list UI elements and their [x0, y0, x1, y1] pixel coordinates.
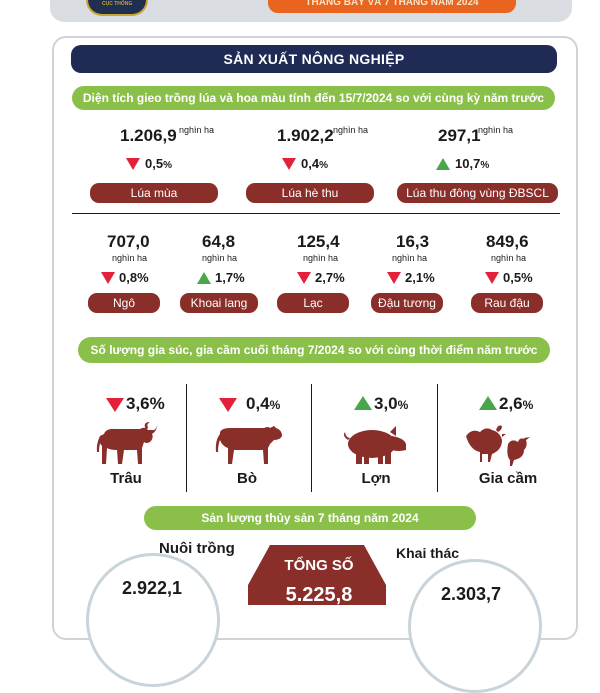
crop-label: Ngô [88, 293, 160, 313]
divider [311, 384, 312, 492]
livestock-change-value: 3,0 [374, 394, 398, 413]
livestock-label: Gia cầm [478, 470, 538, 487]
decrease-arrow-icon [297, 272, 311, 284]
divider [186, 384, 187, 492]
decrease-arrow-icon [387, 272, 401, 284]
logo-text: CỤC THỐNG [102, 1, 133, 7]
livestock-change: 3,0% [374, 394, 408, 414]
rice-value: 1.206,9 [120, 126, 177, 145]
period-banner: THÁNG BẢY VÀ 7 THÁNG NĂM 2024 [268, 0, 516, 13]
crop-value: 125,4 [297, 232, 340, 251]
rice-change-value: 10,7 [455, 156, 481, 171]
rice-heading-text: Diện tích gieo trồng lúa và hoa màu tính… [82, 91, 545, 105]
livestock-label: Bò [237, 470, 257, 487]
livestock-change: 2,6% [499, 394, 533, 414]
divider [72, 213, 560, 214]
rice-change: 0,5% [145, 156, 172, 171]
rice-change: 0,4% [301, 156, 328, 171]
crop-change: 0,5% [503, 270, 533, 285]
crop-change: 2,1% [405, 270, 435, 285]
crop-value: 64,8 [202, 232, 236, 251]
livestock-change-pct: % [149, 394, 165, 413]
rice-change-value: 0,5 [145, 156, 164, 171]
livestock-change-pct: % [522, 398, 534, 412]
livestock-heading: Số lượng gia súc, gia cầm cuối tháng 7/2… [78, 337, 550, 363]
rice-unit: nghìn ha [179, 125, 215, 135]
crop-change: 0,8% [119, 270, 149, 285]
livestock-change-value: 3,6 [126, 394, 150, 413]
rice-value: 297,1 [438, 126, 481, 145]
rice-change-pct: % [480, 160, 490, 171]
catch-circle [408, 559, 542, 693]
total-value: 5.225,8 [285, 584, 353, 606]
rice-change-pct: % [319, 160, 328, 171]
crop-label: Đậu tương [371, 293, 443, 313]
livestock-change-pct: % [269, 398, 281, 412]
livestock-label: Lợn [361, 470, 391, 487]
livestock-change-pct: % [397, 398, 409, 412]
livestock-label: Trâu [110, 470, 142, 487]
pig-icon [344, 426, 406, 464]
crop-label: Khoai lang [180, 293, 258, 313]
catch-value: 2.303,7 [440, 584, 502, 604]
rice-label: Lúa thu đông vùng ĐBSCL [397, 183, 558, 203]
rice-label: Lúa mùa [90, 183, 218, 203]
crop-value: 849,6 [486, 232, 529, 251]
fishery-heading-text: Sản lượng thủy sản 7 tháng năm 2024 [201, 511, 419, 525]
crop-unit: nghìn ha [491, 253, 527, 263]
increase-arrow-icon [354, 396, 372, 410]
rice-change: 10,7% [455, 156, 489, 171]
crop-value: 707,0 [107, 232, 150, 251]
total-badge [248, 545, 386, 605]
livestock-heading-text: Số lượng gia súc, gia cầm cuối tháng 7/2… [90, 343, 538, 357]
divider [437, 384, 438, 492]
crop-label: Lạc [277, 293, 349, 313]
crop-value: 16,3 [396, 232, 430, 251]
crop-label: Rau đậu [471, 293, 543, 313]
rice-change-value: 0,4 [301, 156, 320, 171]
decrease-arrow-icon [106, 398, 124, 412]
rice-value: 1.902,2 [277, 126, 334, 145]
total-label: TỔNG SỐ [284, 557, 354, 574]
livestock-change-value: 0,4 [246, 394, 270, 413]
increase-arrow-icon [436, 158, 450, 170]
crop-change: 2,7% [315, 270, 345, 285]
decrease-arrow-icon [101, 272, 115, 284]
decrease-arrow-icon [485, 272, 499, 284]
rice-change-pct: % [163, 160, 172, 171]
increase-arrow-icon [197, 272, 211, 284]
decrease-arrow-icon [219, 398, 237, 412]
rice-label: Lúa hè thu [246, 183, 374, 203]
poultry-icon [466, 425, 530, 466]
livestock-change: 0,4% [246, 394, 280, 414]
livestock-change: 3,6% [126, 394, 165, 414]
increase-arrow-icon [479, 396, 497, 410]
farming-label: Nuôi trồng [159, 540, 235, 557]
crop-change: 1,7% [215, 270, 245, 285]
rice-unit: nghìn ha [478, 125, 514, 135]
farming-value: 2.922,1 [121, 578, 183, 598]
catch-label: Khai thác [396, 545, 460, 561]
decrease-arrow-icon [282, 158, 296, 170]
buffalo-icon [96, 422, 158, 464]
section-title: SẢN XUẤT NÔNG NGHIỆP [71, 45, 557, 73]
rice-unit: nghìn ha [333, 125, 369, 135]
crop-unit: nghìn ha [112, 253, 148, 263]
livestock-change-value: 2,6 [499, 394, 523, 413]
decrease-arrow-icon [126, 158, 140, 170]
crop-unit: nghìn ha [303, 253, 339, 263]
crop-unit: nghìn ha [202, 253, 238, 263]
period-banner-text: THÁNG BẢY VÀ 7 THÁNG NĂM 2024 [305, 0, 479, 8]
farming-circle [86, 553, 220, 687]
cow-icon [215, 426, 282, 464]
crop-unit: nghìn ha [392, 253, 428, 263]
rice-heading: Diện tích gieo trồng lúa và hoa màu tính… [72, 86, 555, 110]
fishery-heading: Sản lượng thủy sản 7 tháng năm 2024 [144, 506, 476, 530]
